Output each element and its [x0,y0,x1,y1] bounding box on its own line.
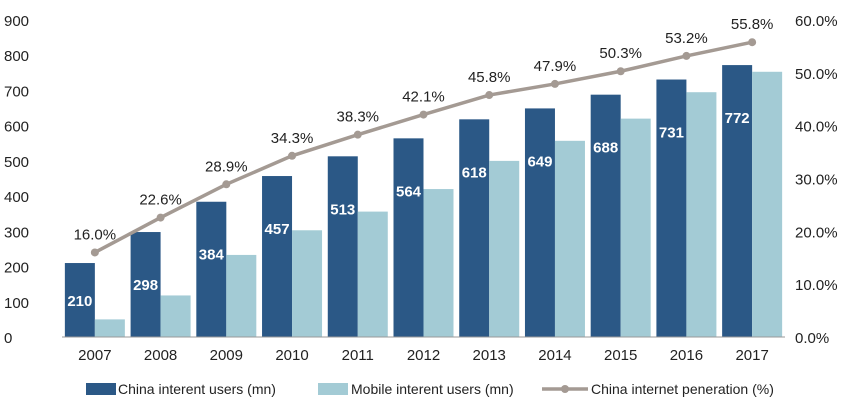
bar-mobile-2013 [489,160,520,337]
y-tick-right: 40.0% [795,119,838,136]
x-tick-label: 2016 [670,347,703,364]
bar-label-china-2017: 772 [725,110,750,127]
y-tick-right: 30.0% [795,172,838,189]
left-axis: 0 100 200 300 400 500 600 700 800 900 [4,13,29,347]
y-tick-left: 0 [4,330,12,347]
bar-label-china-2010: 457 [265,221,290,238]
x-tick-label: 2011 [342,347,374,364]
y-tick-left: 200 [4,260,29,277]
y-tick-left: 800 [4,48,29,65]
legend-label-china: China interent users (mn) [118,381,276,397]
y-tick-left: 300 [4,224,29,241]
legend-swatch-mobile [318,383,348,395]
bar-mobile-2011 [357,211,388,337]
pct-label-2013: 45.8% [468,69,511,86]
bar-china-2010 [262,176,293,337]
x-tick-label: 2010 [275,347,308,364]
pct-label-2017: 55.8% [731,16,774,33]
pct-label-2014: 47.9% [534,58,577,75]
bars-layer: 210 298 384 457 513 564 618 649 688 731 772 [64,65,783,338]
legend-marker-penetration [561,385,569,393]
line-layer: 16.0% 22.6% 28.9% 34.3% 38.3% 42.1% 45.8% 47.9%… [74,16,774,257]
bar-mobile-2014 [554,140,585,337]
point-penetration-2011 [353,130,362,139]
bar-mobile-2009 [226,254,257,337]
bar-china-2011 [327,156,358,337]
point-penetration-2016 [682,51,691,60]
bar-label-china-2007: 210 [67,293,92,310]
point-penetration-2010 [288,151,297,160]
x-tick-label: 2017 [735,347,768,364]
x-tick-label: 2009 [210,347,243,364]
bar-mobile-2015 [620,118,651,337]
bar-china-2013 [459,119,490,338]
y-tick-right: 20.0% [795,224,838,241]
bar-china-2007 [64,263,95,337]
pct-label-2010: 34.3% [271,130,314,147]
x-tick-label: 2008 [144,347,177,364]
bar-label-china-2016: 731 [659,125,684,142]
bar-label-china-2008: 298 [133,277,158,294]
pct-label-2009: 28.9% [205,158,248,175]
y-tick-right: 10.0% [795,277,838,294]
point-penetration-2015 [616,67,625,76]
point-penetration-2008 [156,213,165,222]
y-tick-left: 400 [4,189,29,206]
legend-label-penetration: China internet peneration (%) [591,381,774,397]
y-tick-right: 60.0% [795,13,838,30]
bar-china-2009 [196,201,227,337]
bar-mobile-2010 [292,230,323,337]
bar-label-china-2011: 513 [330,201,355,218]
bar-label-china-2015: 688 [593,140,618,157]
point-penetration-2013 [485,91,494,100]
bar-mobile-2012 [423,189,454,337]
point-penetration-2009 [222,180,231,189]
x-tick-label: 2015 [604,347,637,364]
x-tick-label: 2007 [78,347,111,364]
legend-label-mobile: Mobile interent users (mn) [351,381,514,397]
x-axis: 2007 2008 2009 2010 2011 2012 2013 2014 2015 2016… [62,336,785,364]
right-axis: 0.0% 10.0% 20.0% 30.0% 40.0% 50.0% 60.0% [795,13,838,347]
bar-china-2015 [590,94,621,337]
bar-mobile-2016 [686,92,717,337]
y-tick-right: 50.0% [795,66,838,83]
bar-label-china-2009: 384 [199,247,225,264]
point-penetration-2014 [550,79,559,88]
point-penetration-2017 [748,38,757,47]
point-penetration-2007 [90,248,99,257]
bar-china-2016 [656,79,687,337]
y-tick-right: 0.0% [795,330,829,347]
bar-china-2008 [130,232,161,337]
bar-label-china-2012: 564 [396,183,422,200]
bar-mobile-2007 [94,319,125,337]
y-tick-left: 700 [4,83,29,100]
pct-label-2008: 22.6% [139,192,182,209]
y-tick-left: 500 [4,154,29,171]
x-tick-label: 2014 [538,347,571,364]
bar-label-china-2014: 649 [527,153,552,170]
pct-label-2007: 16.0% [74,226,117,243]
bar-china-2012 [393,138,424,337]
x-tick-label: 2013 [473,347,506,364]
bar-china-2014 [524,108,555,337]
pct-label-2011: 38.3% [336,109,379,126]
point-penetration-2012 [419,110,428,119]
y-tick-left: 100 [4,295,29,312]
x-tick-label: 2012 [407,347,440,364]
legend-swatch-china [86,383,116,395]
bar-china-2017 [722,65,753,337]
bar-mobile-2008 [160,295,191,337]
bar-mobile-2017 [752,71,783,337]
pct-label-2015: 50.3% [599,45,642,62]
y-tick-left: 900 [4,13,29,30]
pct-label-2016: 53.2% [665,30,708,47]
legend: China interent users (mn) Mobile interent… [86,381,774,397]
bar-label-china-2013: 618 [462,164,487,181]
pct-label-2012: 42.1% [402,89,445,106]
y-tick-left: 600 [4,119,29,136]
